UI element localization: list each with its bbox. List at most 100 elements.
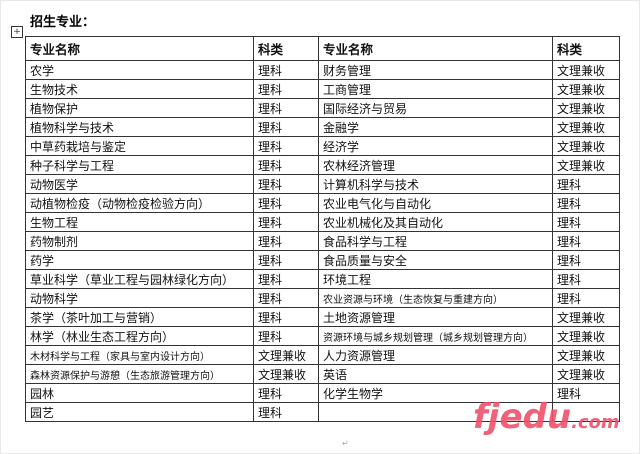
category-cell: 理科 [552, 193, 620, 213]
major-name-cell: 园艺 [25, 402, 254, 422]
category-cell: 文理兼收 [552, 98, 620, 118]
category-cell: 理科 [253, 231, 319, 251]
header-major-name: 专业名称 [25, 36, 254, 61]
category-cell: 文理兼收 [552, 364, 620, 384]
category-cell: 文理兼收 [253, 364, 319, 384]
category-cell: 理科 [253, 288, 319, 308]
category-cell: 理科 [552, 269, 620, 289]
category-cell: 理科 [253, 136, 319, 156]
table-row: 药学 理科 食品质量与安全 理科 [25, 250, 620, 270]
table-row: 森林资源保护与游憩（生态旅游管理方向） 文理兼收 英语 文理兼收 [25, 364, 620, 384]
category-cell: 理科 [253, 326, 319, 346]
category-cell: 理科 [552, 288, 620, 308]
category-cell: 文理兼收 [552, 60, 620, 80]
category-cell: 文理兼收 [552, 79, 620, 99]
category-cell: 理科 [253, 193, 319, 213]
header-category: 科类 [552, 36, 620, 61]
major-name-cell: 食品质量与安全 [318, 250, 553, 270]
category-cell: 文理兼收 [552, 345, 620, 365]
major-name-cell: 药物制剂 [25, 231, 254, 251]
table-row: 植物科学与技术 理科 金融学 文理兼收 [25, 117, 620, 137]
major-name-cell: 金融学 [318, 117, 553, 137]
category-cell: 理科 [253, 174, 319, 194]
major-name-cell: 人力资源管理 [318, 345, 553, 365]
major-name-cell: 木材科学与工程（家具与室内设计方向） [25, 345, 254, 365]
table-row: 动物科学 理科 农业资源与环境（生态恢复与重建方向） 理科 [25, 288, 620, 308]
major-name-cell: 农业机械化及其自动化 [318, 212, 553, 232]
major-name-cell: 草业科学（草业工程与园林绿化方向） [25, 269, 254, 289]
table-row: 动物医学 理科 计算机科学与技术 理科 [25, 174, 620, 194]
major-name-cell: 生物工程 [25, 212, 254, 232]
major-name-cell: 农业资源与环境（生态恢复与重建方向） [318, 288, 553, 308]
major-name-cell: 经济学 [318, 136, 553, 156]
table-move-handle-icon[interactable]: + [11, 26, 23, 38]
category-cell: 理科 [253, 250, 319, 270]
major-name-cell: 中草药栽培与鉴定 [25, 136, 254, 156]
table-row: 农学 理科 财务管理 文理兼收 [25, 60, 620, 80]
major-name-cell: 动植物检疫（动物检疫检验方向） [25, 193, 254, 213]
category-cell: 理科 [552, 174, 620, 194]
category-cell: 理科 [253, 383, 319, 403]
category-cell: 理科 [253, 98, 319, 118]
category-cell: 理科 [253, 155, 319, 175]
table-row: 种子科学与工程 理科 农林经济管理 文理兼收 [25, 155, 620, 175]
major-name-cell: 环境工程 [318, 269, 553, 289]
table-row: 植物保护 理科 国际经济与贸易 文理兼收 [25, 98, 620, 118]
category-cell: 文理兼收 [552, 155, 620, 175]
table-header-row: 专业名称 科类 专业名称 科类 [25, 36, 620, 61]
category-cell: 理科 [253, 60, 319, 80]
major-name-cell: 英语 [318, 364, 553, 384]
table-row: 药物制剂 理科 食品科学与工程 理科 [25, 231, 620, 251]
major-name-cell: 农林经济管理 [318, 155, 553, 175]
major-name-cell: 园林 [25, 383, 254, 403]
category-cell: 理科 [253, 212, 319, 232]
major-name-cell: 森林资源保护与游憩（生态旅游管理方向） [25, 364, 254, 384]
major-name-cell: 食品科学与工程 [318, 231, 553, 251]
category-cell: 理科 [253, 402, 319, 422]
category-cell: 理科 [253, 79, 319, 99]
major-name-cell: 动物科学 [25, 288, 254, 308]
table-row: 中草药栽培与鉴定 理科 经济学 文理兼收 [25, 136, 620, 156]
major-name-cell: 种子科学与工程 [25, 155, 254, 175]
header-major-name: 专业名称 [318, 36, 553, 61]
table-row: 茶学（茶叶加工与营销） 理科 土地资源管理 文理兼收 [25, 307, 620, 327]
major-name-cell: 农业电气化与自动化 [318, 193, 553, 213]
section-title: 招生专业： [30, 15, 96, 30]
table-row: 园艺 理科 [25, 402, 620, 422]
table-row: 动植物检疫（动物检疫检验方向） 理科 农业电气化与自动化 理科 [25, 193, 620, 213]
major-name-cell: 林学（林业生态工程方向） [25, 326, 254, 346]
category-cell: 文理兼收 [552, 136, 620, 156]
majors-table: 专业名称 科类 专业名称 科类 农学 理科 财务管理 文理兼收 生物技术 理科 工商管理 文理… [25, 36, 620, 422]
major-name-cell: 茶学（茶叶加工与营销） [25, 307, 254, 327]
category-cell: 理科 [552, 212, 620, 232]
major-name-cell: 植物科学与技术 [25, 117, 254, 137]
major-name-cell: 农学 [25, 60, 254, 80]
major-name-cell: 生物技术 [25, 79, 254, 99]
major-name-cell: 动物医学 [25, 174, 254, 194]
major-name-cell: 药学 [25, 250, 254, 270]
major-name-cell: 计算机科学与技术 [318, 174, 553, 194]
category-cell: 理科 [253, 117, 319, 137]
table-row: 林学（林业生态工程方向） 理科 资源环境与城乡规划管理（城乡规划管理方向） 文理兼收 [25, 326, 620, 346]
major-name-cell: 土地资源管理 [318, 307, 553, 327]
major-name-cell: 国际经济与贸易 [318, 98, 553, 118]
header-category: 科类 [253, 36, 319, 61]
watermark-logo: fjedu.com [473, 397, 620, 437]
category-cell: 理科 [552, 250, 620, 270]
major-name-cell: 资源环境与城乡规划管理（城乡规划管理方向） [318, 326, 553, 346]
major-name-cell: 植物保护 [25, 98, 254, 118]
category-cell: 文理兼收 [552, 307, 620, 327]
table-row: 生物技术 理科 工商管理 文理兼收 [25, 79, 620, 99]
major-name-cell: 财务管理 [318, 60, 553, 80]
category-cell: 理科 [552, 231, 620, 251]
category-cell: 理科 [253, 307, 319, 327]
category-cell: 文理兼收 [552, 117, 620, 137]
category-cell: 文理兼收 [253, 345, 319, 365]
category-cell: 理科 [253, 269, 319, 289]
table-row: 草业科学（草业工程与园林绿化方向） 理科 环境工程 理科 [25, 269, 620, 289]
category-cell [552, 402, 620, 422]
category-cell: 文理兼收 [552, 326, 620, 346]
major-name-cell: 工商管理 [318, 79, 553, 99]
table-row: 木材科学与工程（家具与室内设计方向） 文理兼收 人力资源管理 文理兼收 [25, 345, 620, 365]
paragraph-mark-icon: ↵ [342, 439, 349, 448]
